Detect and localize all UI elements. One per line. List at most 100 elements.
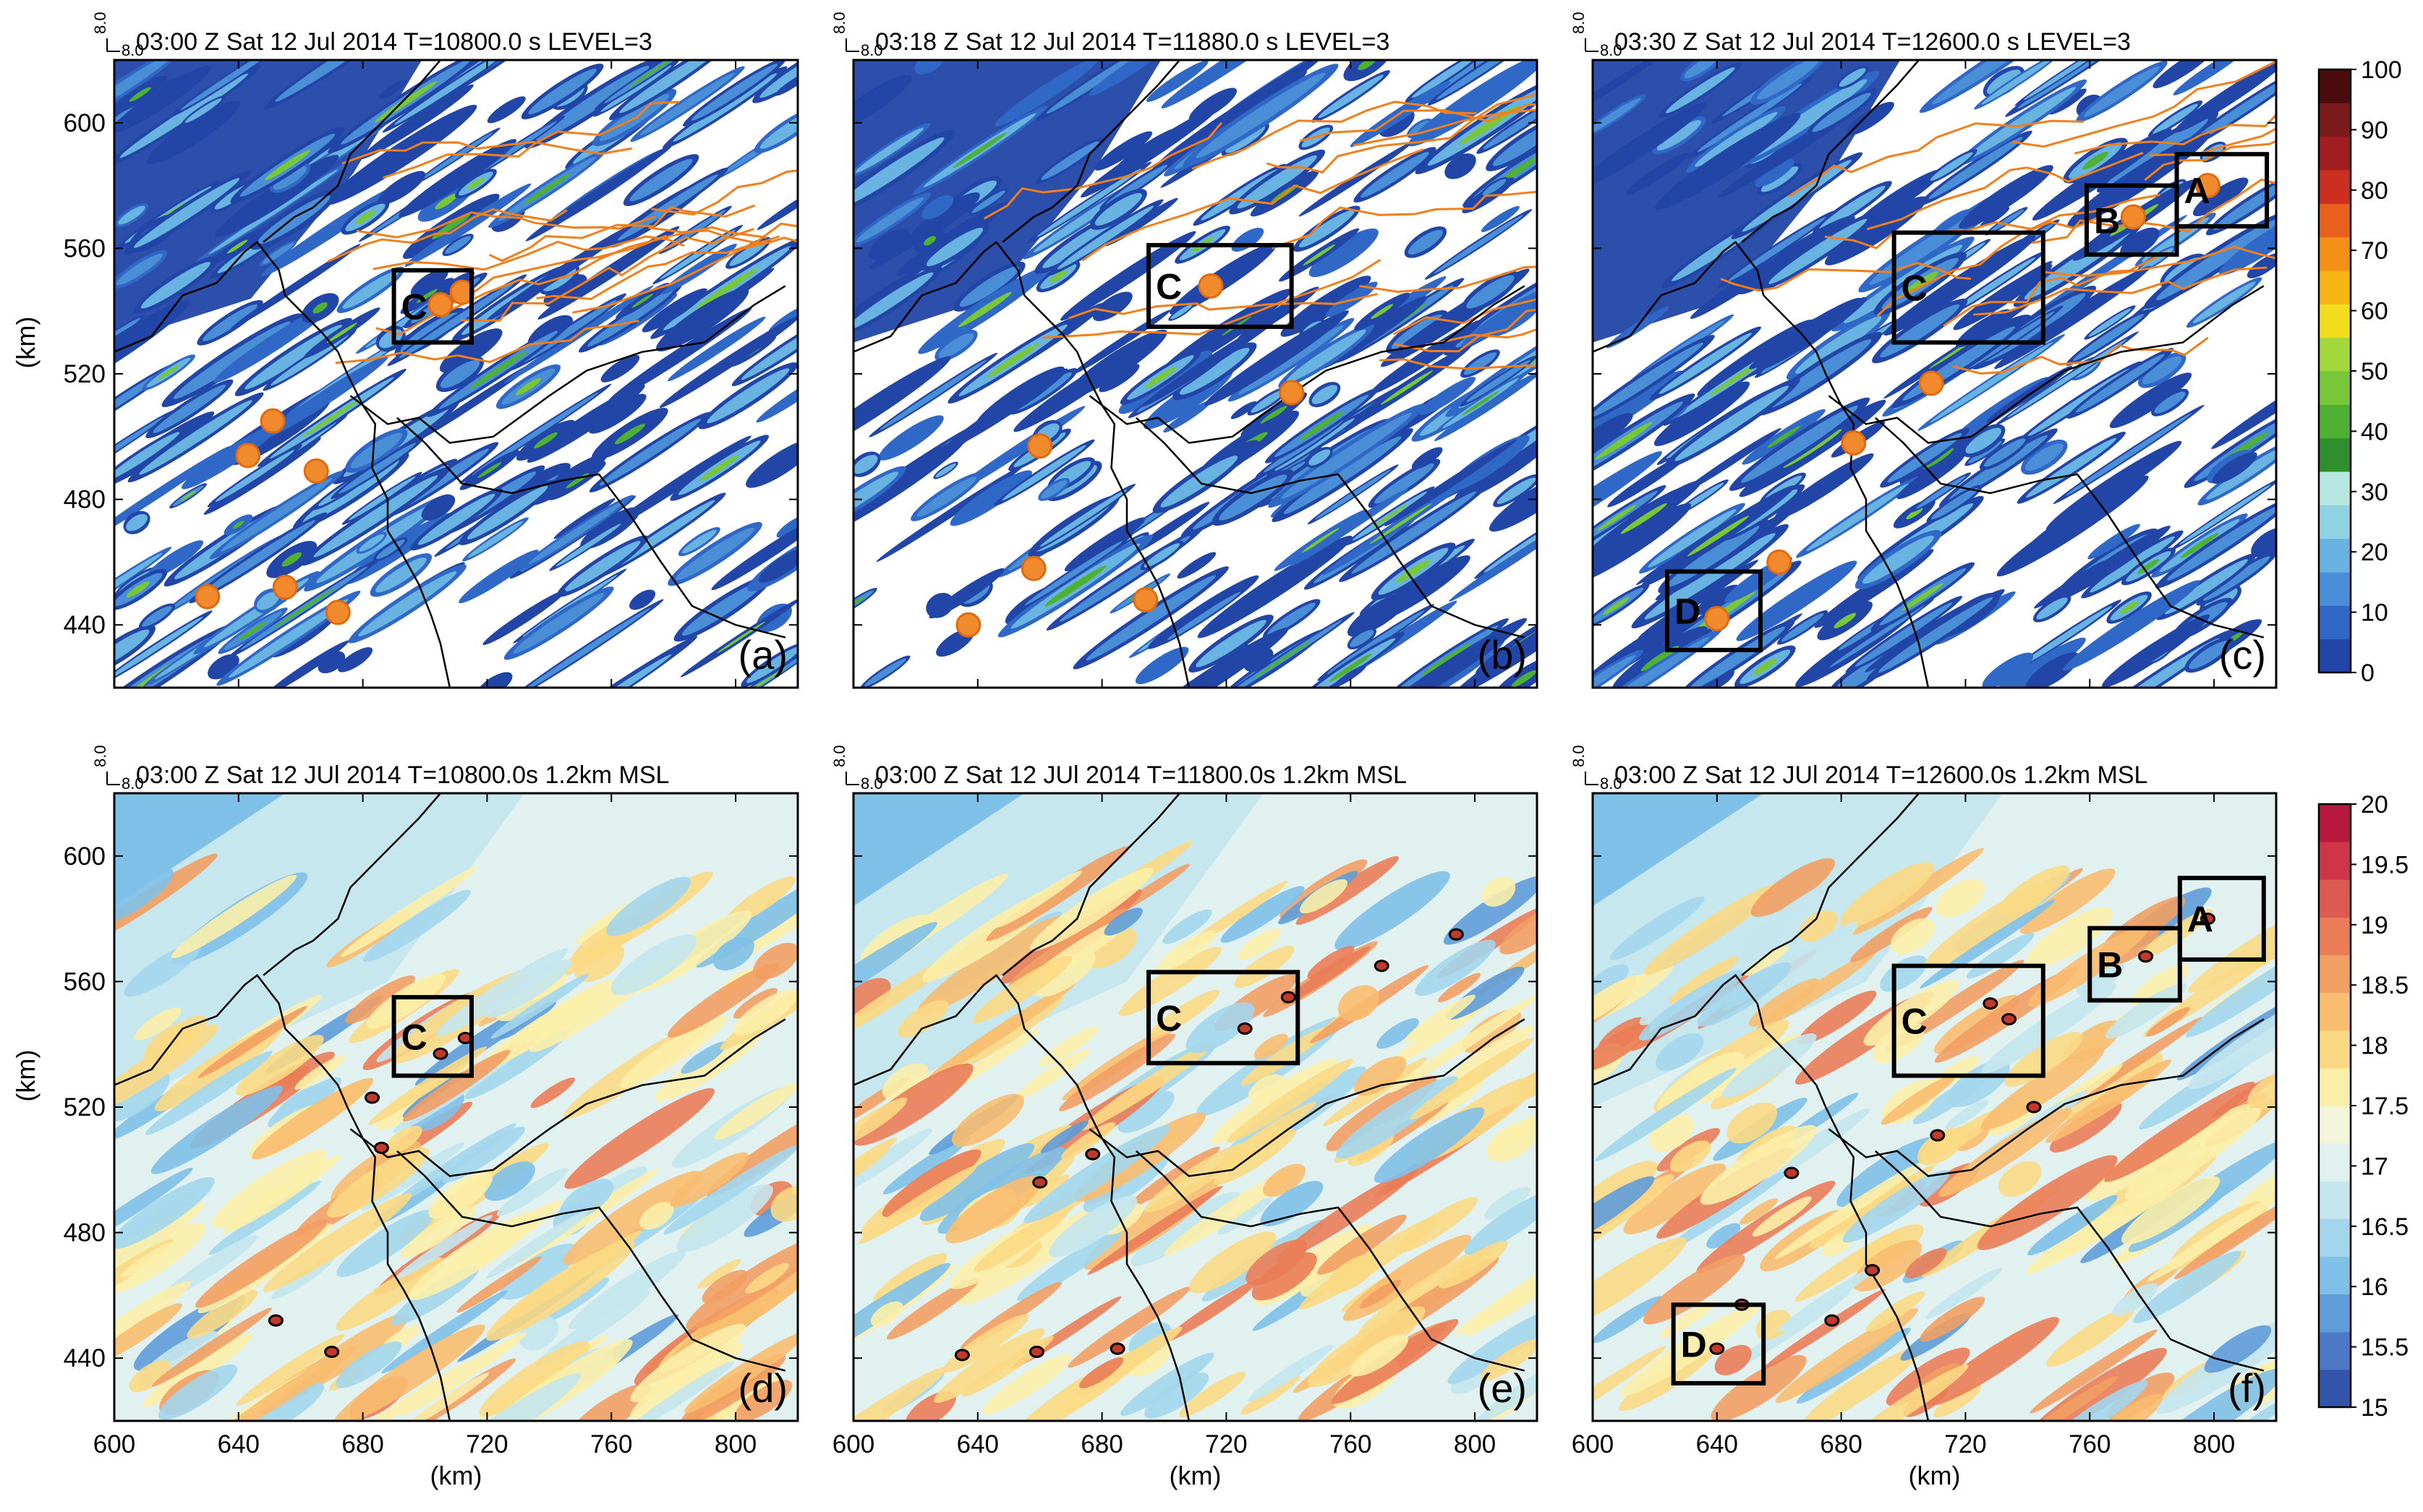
x-tick-label: 680 — [1820, 1430, 1862, 1458]
map-boundary-line — [114, 240, 451, 688]
colorbar-tick-label: 90 — [2361, 116, 2388, 144]
colorbar-tick-label: 100 — [2361, 56, 2402, 84]
map-boundary-line — [853, 240, 1191, 688]
storm-cell-marker — [954, 1349, 970, 1362]
box-label-A: A — [2184, 171, 2210, 211]
colorbar-swatch — [2319, 954, 2351, 994]
colorbar-tick-label: 10 — [2361, 599, 2388, 627]
colorbar-tick-label: 0 — [2361, 659, 2375, 687]
box-label-C: C — [1156, 998, 1182, 1038]
colorbar-tick-label: 19.5 — [2361, 851, 2409, 879]
x-tick-label: 720 — [1205, 1430, 1247, 1458]
box-label-C: C — [401, 1017, 427, 1057]
storm-cell-marker — [2200, 913, 2215, 926]
storm-cell-marker — [955, 612, 981, 638]
panel-f: C B A D 03:00 Z Sat 12 JUl 2014 T=12600.0s 1… — [1570, 745, 2278, 1490]
storm-cell-marker — [1237, 1022, 1253, 1035]
panel-letter: (b) — [1478, 632, 1527, 678]
colorbar-tick-label: 18.5 — [2361, 972, 2409, 999]
field-e — [853, 793, 1537, 1421]
vector-ref-label: 8.0 — [861, 41, 883, 59]
storm-cell-marker — [1198, 273, 1224, 299]
y-tick-label: 440 — [64, 1344, 106, 1372]
colorbar-swatch — [2319, 879, 2351, 918]
x-tick-label: 600 — [1572, 1430, 1614, 1458]
box-A — [2177, 876, 2266, 962]
x-axis-label: (km) — [1170, 1461, 1222, 1490]
map-boundary-line — [349, 285, 786, 444]
box-label-B: B — [2094, 200, 2120, 241]
y-tick-label: 560 — [64, 968, 106, 996]
box-label-C: C — [1902, 1001, 1928, 1042]
box-label-B: B — [2097, 945, 2123, 986]
field-a — [114, 60, 798, 688]
map-boundary-line — [1136, 417, 1525, 638]
map-boundary-line — [1875, 417, 2265, 638]
storm-cell-marker — [1029, 1346, 1044, 1359]
vector-ref-label: 8.0 — [830, 12, 848, 34]
x-tick-label: 760 — [1329, 1430, 1371, 1458]
panel-letter: (c) — [2219, 632, 2266, 678]
y-tick-label: 480 — [64, 486, 106, 514]
field-f — [1593, 793, 2276, 1421]
storm-cell-marker — [1085, 1148, 1101, 1161]
colorbar-tick-label: 17 — [2361, 1153, 2388, 1180]
colorbar-swatch — [2319, 136, 2351, 171]
colorbar-swatch — [2319, 1218, 2351, 1257]
storm-cell-marker — [1021, 555, 1047, 581]
box-B — [2087, 926, 2182, 1003]
colorbar-tick-label: 16 — [2361, 1273, 2388, 1301]
storm-cell-marker — [2001, 1012, 2017, 1025]
map-boundary-line — [1002, 60, 1180, 243]
vector-ref-label: 8.0 — [91, 12, 109, 34]
map-boundary-line — [1089, 1018, 1525, 1177]
x-tick-label: 800 — [715, 1430, 757, 1458]
vector-ref-label: 8.0 — [122, 41, 144, 59]
panel-c: C B A D 03:30 Z Sat 12 Jul 2014 T=12600.0 s … — [1570, 12, 2278, 689]
storm-cell-marker — [268, 1314, 284, 1327]
colorbar-swatch — [2319, 471, 2351, 505]
colorbar-swatch — [2319, 1294, 2351, 1333]
map-boundary-line — [1593, 240, 1930, 688]
x-tick-label: 800 — [1454, 1430, 1496, 1458]
x-tick-label: 760 — [2069, 1430, 2111, 1458]
storm-cell-marker — [2026, 1101, 2042, 1114]
storm-cell-marker — [195, 584, 221, 610]
colorbar-swatch — [2319, 337, 2351, 372]
y-tick-label: 520 — [64, 360, 106, 388]
map-boundary-line — [349, 1018, 786, 1177]
map-boundary-line — [853, 973, 1191, 1421]
x-tick-label: 600 — [93, 1430, 135, 1458]
storm-cell-marker — [260, 408, 286, 434]
colorbar-tick-label: 20 — [2361, 791, 2388, 819]
colorbar-swatch — [2319, 1181, 2351, 1219]
box-label-A: A — [2187, 900, 2213, 940]
vector-ref-label: 8.0 — [1600, 41, 1622, 59]
colorbar-tick-label: 20 — [2361, 539, 2388, 566]
colorbar-swatch — [2319, 103, 2351, 137]
panel-title: 03:00 Z Sat 12 JUl 2014 T=11800.0s 1.2km… — [875, 761, 1407, 789]
colorbar-tick-label: 15 — [2361, 1394, 2388, 1422]
storm-cell-marker — [373, 1141, 389, 1154]
map-boundary-line — [1136, 1150, 1525, 1372]
colorbar-swatch — [2319, 236, 2351, 271]
colorbar-swatch — [2319, 842, 2351, 880]
map-boundary-line — [396, 1150, 786, 1372]
storm-cell-marker — [1027, 433, 1053, 459]
storm-cell-marker — [1032, 1176, 1048, 1189]
colorbar-swatch — [2319, 1256, 2351, 1295]
box-label-D: D — [1681, 1325, 1707, 1365]
y-tick-label: 600 — [64, 109, 106, 137]
map-boundary-line — [1875, 1150, 2265, 1372]
storm-cell-marker — [2138, 950, 2154, 963]
colorbar-tick-label: 30 — [2361, 479, 2388, 506]
map-boundary-line — [1741, 60, 1920, 243]
y-tick-label: 480 — [64, 1219, 106, 1247]
box-label-C: C — [1156, 266, 1182, 307]
vector-ref-label: 8.0 — [91, 745, 109, 767]
colorbar-bottom: 15 15.5 16 16.5 17 17.5 18 18.5 19 19.5 20 — [2317, 791, 2409, 1422]
colorbar-swatch — [2319, 917, 2351, 955]
storm-cell-marker — [1704, 606, 1730, 632]
box-C — [1891, 963, 2045, 1078]
storm-cell-marker — [1841, 430, 1867, 456]
